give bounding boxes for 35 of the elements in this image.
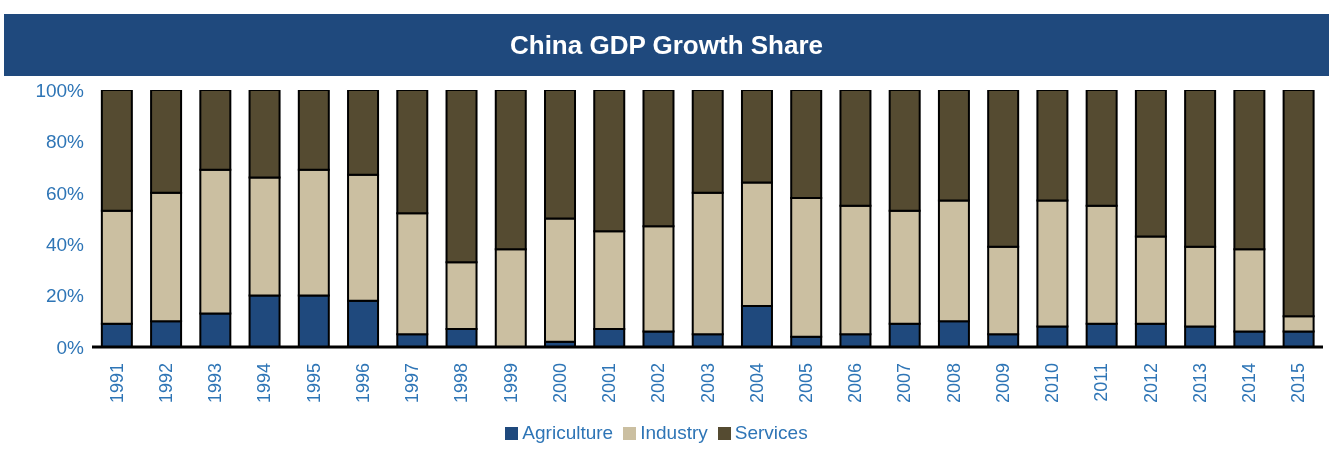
x-tick-label: 1991	[106, 363, 127, 404]
y-tick-label: 60%	[45, 182, 85, 204]
legend-label: Services	[734, 422, 808, 443]
x-tick-label: 1998	[451, 363, 472, 404]
x-tick-label: 2005	[795, 363, 816, 404]
x-tick-label: 2010	[1042, 363, 1063, 404]
x-tick-label: 2002	[648, 363, 669, 404]
y-tick-label: 40%	[45, 233, 85, 255]
x-tick-label: 1996	[352, 363, 373, 404]
legend-label: Industry	[640, 422, 708, 443]
x-tick-label: 2008	[943, 363, 964, 404]
x-tick-label: 2009	[992, 363, 1013, 404]
chart-title: China GDP Growth Share	[4, 14, 1329, 76]
x-tick-label: 1993	[205, 363, 226, 404]
legend-label: Agriculture	[522, 422, 614, 443]
y-tick-label: 20%	[45, 285, 85, 307]
y-tick-label: 80%	[45, 131, 85, 153]
x-tick-label: 2014	[1239, 363, 1260, 404]
x-tick-label: 2004	[746, 363, 767, 404]
x-tick-label: 2001	[599, 363, 620, 404]
x-tick-label: 2003	[697, 363, 718, 404]
x-tick-label: 2007	[894, 363, 915, 404]
x-tick-label: 1997	[402, 363, 423, 404]
y-tick-label: 0%	[56, 336, 85, 358]
x-tick-label: 2006	[845, 363, 866, 404]
y-tick-label: 100%	[35, 79, 85, 101]
x-tick-label: 1992	[155, 363, 176, 404]
x-tick-label: 1995	[303, 363, 324, 404]
x-tick-label: 2015	[1288, 363, 1309, 404]
x-tick-label: 2000	[549, 363, 570, 404]
x-tick-label: 2013	[1189, 363, 1210, 404]
x-tick-label: 1994	[254, 363, 275, 404]
x-tick-label: 1999	[500, 363, 521, 404]
x-tick-label: 2012	[1140, 363, 1161, 404]
x-tick-label: 2011	[1091, 363, 1112, 402]
